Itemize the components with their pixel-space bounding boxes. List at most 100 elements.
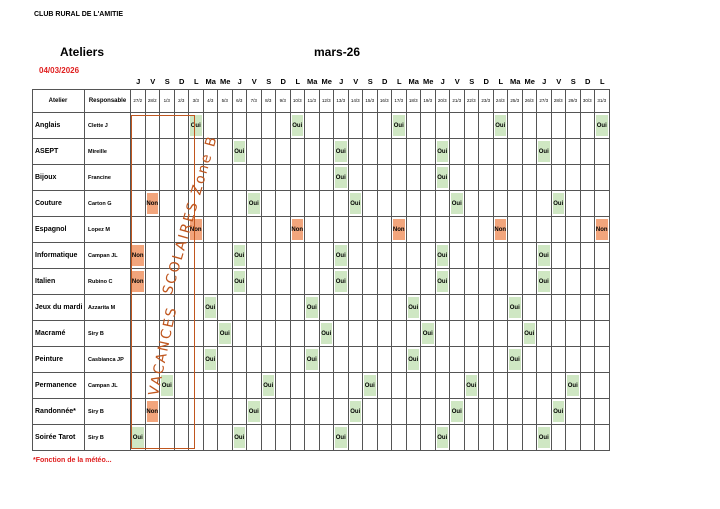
- status-oui: Oui: [509, 349, 521, 370]
- status-oui: Oui: [364, 375, 376, 396]
- schedule-cell: [290, 295, 305, 321]
- schedule-cell: [392, 191, 407, 217]
- schedule-cell: [551, 347, 566, 373]
- schedule-cell: [363, 113, 378, 139]
- schedule-cell: Oui: [508, 347, 523, 373]
- status-oui: Oui: [161, 375, 173, 396]
- club-name: CLUB RURAL DE L'AMITIE: [34, 11, 124, 18]
- status-oui: Oui: [349, 193, 361, 214]
- schedule-cell: Oui: [232, 269, 247, 295]
- schedule-cell: [160, 243, 175, 269]
- day-header: Me: [423, 77, 434, 86]
- atelier-name: Macramé: [32, 321, 85, 347]
- schedule-cell: [319, 139, 334, 165]
- day-header: S: [469, 77, 475, 86]
- schedule-cell: [580, 347, 595, 373]
- day-header: V: [556, 77, 562, 86]
- schedule-cell: [160, 165, 175, 191]
- schedule-cell: Oui: [218, 321, 233, 347]
- schedule-cell: Oui: [595, 113, 610, 139]
- schedule-cell: [377, 399, 392, 425]
- schedule-cell: Oui: [305, 295, 320, 321]
- schedule-cell: [276, 139, 291, 165]
- schedule-cell: [595, 165, 610, 191]
- day-header: Ma: [510, 77, 521, 86]
- schedule-cell: [290, 165, 305, 191]
- status-oui: Oui: [248, 401, 260, 422]
- date-header: 13/3: [334, 89, 349, 113]
- schedule-cell: [522, 373, 537, 399]
- schedule-cell: [174, 295, 189, 321]
- schedule-cell: [363, 321, 378, 347]
- schedule-cell: [508, 321, 523, 347]
- schedule-cell: [160, 321, 175, 347]
- schedule-cell: Non: [493, 217, 508, 243]
- day-header: J: [542, 77, 547, 86]
- schedule-cell: [319, 243, 334, 269]
- schedule-cell: [551, 295, 566, 321]
- schedule-cell: [479, 425, 494, 451]
- schedule-cell: [276, 347, 291, 373]
- schedule-cell: Oui: [319, 321, 334, 347]
- schedule-cell: [566, 269, 581, 295]
- schedule-cell: [218, 243, 233, 269]
- schedule-cell: [595, 295, 610, 321]
- schedule-cell: [261, 139, 276, 165]
- day-header: D: [483, 77, 489, 86]
- schedule-cell: [131, 191, 146, 217]
- schedule-cell: [276, 191, 291, 217]
- schedule-cell: [493, 295, 508, 321]
- atelier-name: Soirée Tarot: [32, 425, 85, 451]
- schedule-cell: [218, 399, 233, 425]
- schedule-cell: [348, 243, 363, 269]
- schedule-cell: [276, 113, 291, 139]
- schedule-cell: [406, 399, 421, 425]
- schedule-cell: [203, 113, 218, 139]
- schedule-cell: [551, 243, 566, 269]
- schedule-cell: [464, 399, 479, 425]
- schedule-cell: Non: [131, 269, 146, 295]
- schedule-cell: Oui: [334, 243, 349, 269]
- schedule-cell: [276, 295, 291, 321]
- status-oui: Oui: [436, 427, 448, 448]
- schedule-cell: [174, 217, 189, 243]
- schedule-cell: [479, 321, 494, 347]
- schedule-cell: [261, 217, 276, 243]
- schedule-cell: [595, 243, 610, 269]
- schedule-cell: [450, 113, 465, 139]
- schedule-cell: Oui: [334, 425, 349, 451]
- schedule-cell: [348, 295, 363, 321]
- status-oui: Oui: [320, 323, 332, 344]
- schedule-cell: [218, 347, 233, 373]
- schedule-cell: [218, 165, 233, 191]
- schedule-cell: [421, 139, 436, 165]
- status-oui: Oui: [436, 245, 448, 266]
- schedule-cell: [421, 295, 436, 321]
- schedule-cell: [595, 191, 610, 217]
- schedule-cell: [261, 347, 276, 373]
- schedule-cell: [522, 425, 537, 451]
- schedule-cell: [493, 243, 508, 269]
- schedule-cell: [319, 347, 334, 373]
- schedule-cell: [261, 243, 276, 269]
- schedule-cell: [421, 347, 436, 373]
- atelier-name: Randonnée*: [32, 399, 85, 425]
- day-header: Me: [321, 77, 332, 86]
- status-oui: Oui: [233, 141, 245, 162]
- schedule-cell: [493, 347, 508, 373]
- schedule-cell: [435, 399, 450, 425]
- schedule-cell: [450, 347, 465, 373]
- schedule-cell: [493, 165, 508, 191]
- schedule-cell: [435, 191, 450, 217]
- day-header: Ma: [408, 77, 419, 86]
- status-oui: Oui: [552, 401, 564, 422]
- schedule-cell: [174, 243, 189, 269]
- schedule-cell: [145, 113, 160, 139]
- schedule-cell: [464, 425, 479, 451]
- schedule-cell: [334, 373, 349, 399]
- schedule-cell: [406, 425, 421, 451]
- document-date: 04/03/2026: [39, 66, 80, 75]
- schedule-cell: [537, 399, 552, 425]
- schedule-cell: [232, 347, 247, 373]
- schedule-cell: Oui: [435, 139, 450, 165]
